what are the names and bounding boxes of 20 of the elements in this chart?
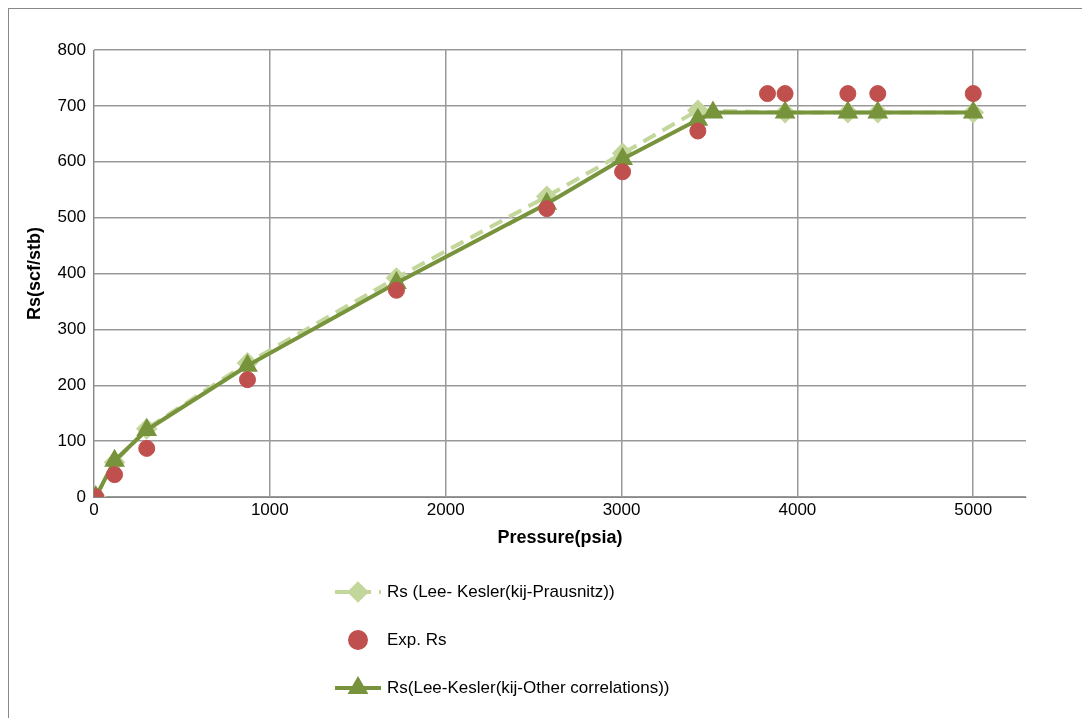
y-axis-title: Rs(scf/stb)	[23, 226, 44, 321]
x-tick-label: 5000	[954, 499, 993, 519]
x-axis-title: Pressure(psia)	[497, 527, 623, 548]
legend-label: Rs(Lee-Kesler(kij-Other correlations))	[387, 677, 670, 697]
y-tick-label: 700	[57, 95, 86, 115]
y-tick-label: 400	[57, 263, 86, 283]
y-tick-label: 100	[57, 430, 86, 450]
x-tick-label: 0	[89, 499, 99, 519]
legend-label: Exp. Rs	[387, 629, 447, 649]
x-tick-label: 3000	[602, 499, 641, 519]
y-tick-label: 800	[57, 39, 86, 59]
legend-label: Rs (Lee- Kesler(kij-Prausnitz))	[387, 581, 615, 601]
x-tick-label: 1000	[250, 499, 289, 519]
y-tick-label: 200	[57, 374, 86, 394]
y-tick-label: 500	[57, 207, 86, 227]
y-tick-label: 0	[76, 486, 86, 506]
y-tick-label: 300	[57, 319, 86, 339]
y-tick-label: 600	[57, 151, 86, 171]
x-tick-label: 2000	[426, 499, 465, 519]
x-tick-label: 4000	[778, 499, 817, 519]
